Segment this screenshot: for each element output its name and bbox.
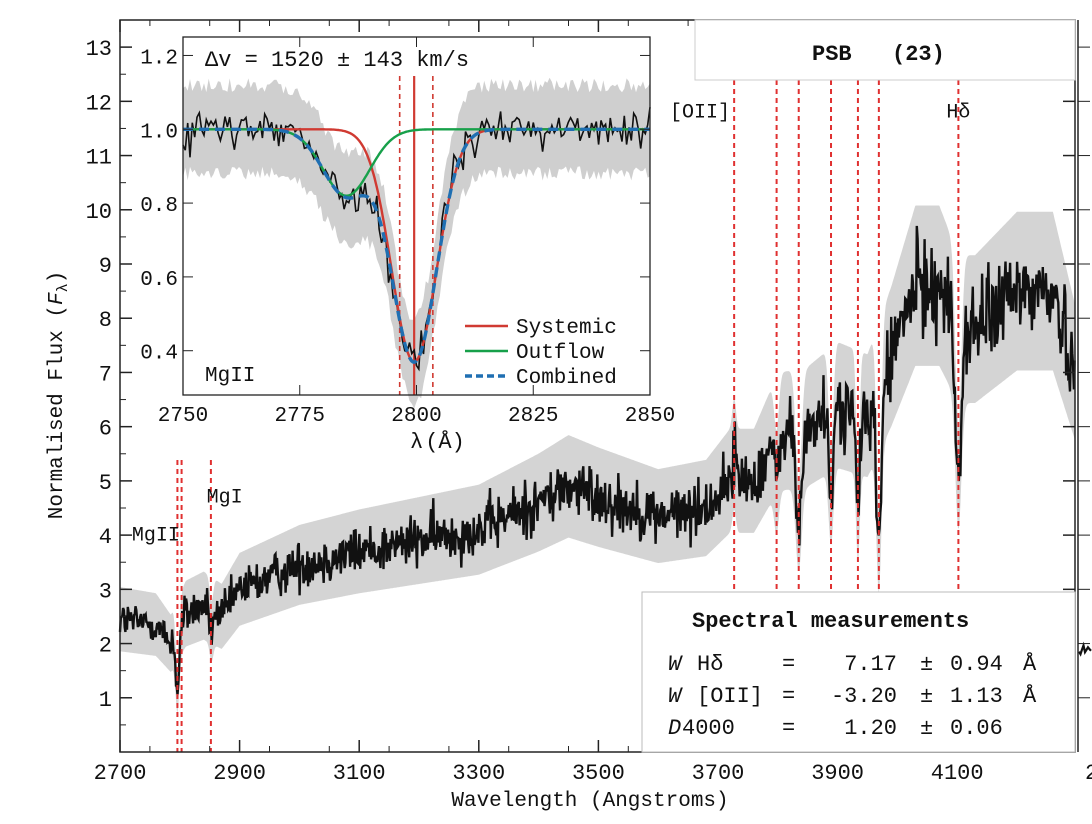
y-tick-label: 11 — [86, 146, 112, 171]
inset-error-band-area — [183, 77, 650, 409]
measurement-symbol: W — [668, 652, 683, 677]
measurements-box — [641, 591, 1076, 753]
inset-axis-ticks: 2750 2775 2800 2825 2850 0.4 0.6 0.8 1.0 1.2 — [140, 37, 675, 428]
main-plot-frame — [119, 19, 1076, 753]
x-tick-label: 3100 — [333, 761, 386, 786]
measurement-equals: = — [782, 652, 795, 677]
y-tick-label: 8 — [99, 308, 112, 333]
inset-y-tick-label: 0.6 — [140, 269, 178, 292]
next-panel-x-tick-label: 2700 — [1085, 761, 1092, 786]
next-panel-spectrum — [1078, 641, 1092, 657]
title-box — [694, 19, 1076, 81]
measurement-plusminus: ± — [920, 716, 933, 741]
main-error-band-area — [120, 205, 1075, 713]
title-box-count: (23) — [892, 42, 945, 67]
inset-y-tick-label: 0.8 — [140, 195, 178, 218]
measurement-equals: = — [782, 716, 795, 741]
inset-x-label-unit: (Å) — [425, 429, 465, 455]
measurement-unit: Å — [1023, 651, 1037, 677]
measurement-unit: Å — [1023, 683, 1037, 709]
main-axis-ticks: 2700290031003300350037003900410027001234… — [86, 20, 1092, 786]
inset-line-label: MgII — [205, 365, 255, 388]
legend-label: Combined — [516, 367, 617, 390]
y-tick-label: 12 — [86, 91, 112, 116]
measurement-name: 4000 — [682, 716, 735, 741]
line-label: [OII] — [670, 102, 730, 125]
inset-x-tick-label: 2850 — [625, 405, 675, 428]
inset-x-tick-label: 2775 — [275, 405, 325, 428]
measurement-symbol: D — [668, 716, 681, 741]
inset-x-tick-label: 2825 — [508, 405, 558, 428]
measurement-name: Hδ — [697, 652, 723, 677]
x-tick-label: 3700 — [692, 761, 745, 786]
y-tick-label: 7 — [99, 362, 112, 387]
x-axis-label: Wavelength (Angstroms) — [451, 790, 728, 813]
measurement-plusminus: ± — [920, 684, 933, 709]
measurement-value: 7.17 — [844, 652, 897, 677]
inset-y-tick-label: 0.4 — [140, 343, 178, 366]
title-box-name: PSB — [812, 42, 852, 67]
measurement-equals: = — [782, 684, 795, 709]
inset-x-tick-label: 2800 — [391, 405, 441, 428]
y-tick-label: 3 — [99, 579, 112, 604]
inset-x-label-symbol: λ — [410, 430, 423, 455]
measurement-plusminus: ± — [920, 652, 933, 677]
y-tick-label: 2 — [99, 634, 112, 659]
inset-y-tick-label: 1.2 — [140, 47, 178, 70]
legend-label: Systemic — [516, 317, 617, 340]
y-axis-label-prefix: Normalised Flux ( — [46, 305, 69, 519]
y-tick-label: 9 — [99, 254, 112, 279]
inset-observed-spectrum — [182, 107, 651, 372]
main-spectrum-line — [118, 225, 1076, 695]
y-tick-label: 5 — [99, 471, 112, 496]
line-label: MgI — [207, 487, 243, 510]
measurement-value: 1.20 — [844, 716, 897, 741]
measurement-value: -3.20 — [831, 684, 897, 709]
line-label: MgII — [132, 525, 180, 548]
y-tick-label: 10 — [86, 200, 112, 225]
measurement-symbol: W — [668, 684, 683, 709]
x-tick-label: 3500 — [572, 761, 625, 786]
x-tick-label: 2900 — [213, 761, 266, 786]
measurements-rows: W Hδ = 7.17 ±0.94 Å W [OII] = -3.20 ±1.13 Å D 4000 = 1.… — [668, 651, 1037, 741]
inset-error-band — [183, 77, 650, 409]
y-tick-label: 6 — [99, 417, 112, 442]
x-tick-label: 4100 — [931, 761, 984, 786]
y-tick-label: 4 — [99, 525, 112, 550]
y-axis-label-symbol: F — [46, 292, 69, 305]
inset-annotation: Δv = 1520 ± 143 km/s — [205, 48, 469, 73]
measurement-error: 0.94 — [950, 652, 1003, 677]
x-tick-label: 3900 — [811, 761, 864, 786]
y-tick-label: 1 — [99, 688, 112, 713]
inset-combined-fit — [183, 127, 650, 364]
inset-x-tick-label: 2750 — [158, 405, 208, 428]
y-axis-label-suffix: ) — [46, 271, 69, 284]
line-label: Hδ — [946, 102, 970, 125]
measurements-title: Spectral measurements — [692, 609, 969, 634]
measurement-error: 1.13 — [950, 684, 1003, 709]
main-error-band — [120, 205, 1075, 713]
inset-x-axis-label: λ(Å) — [410, 429, 465, 455]
x-tick-label: 3300 — [452, 761, 505, 786]
legend-label: Outflow — [516, 342, 605, 365]
inset-y-tick-label: 1.0 — [140, 121, 178, 144]
x-tick-label: 2700 — [94, 761, 147, 786]
measurement-name: [OII] — [697, 684, 763, 709]
line-labels: MgII MgI [OII] Hδ — [132, 102, 971, 548]
measurement-error: 0.06 — [950, 716, 1003, 741]
y-tick-label: 13 — [86, 37, 112, 62]
y-axis-label-sub: λ — [55, 283, 72, 292]
y-axis-label: Normalised Flux (Fλ) — [46, 271, 72, 519]
